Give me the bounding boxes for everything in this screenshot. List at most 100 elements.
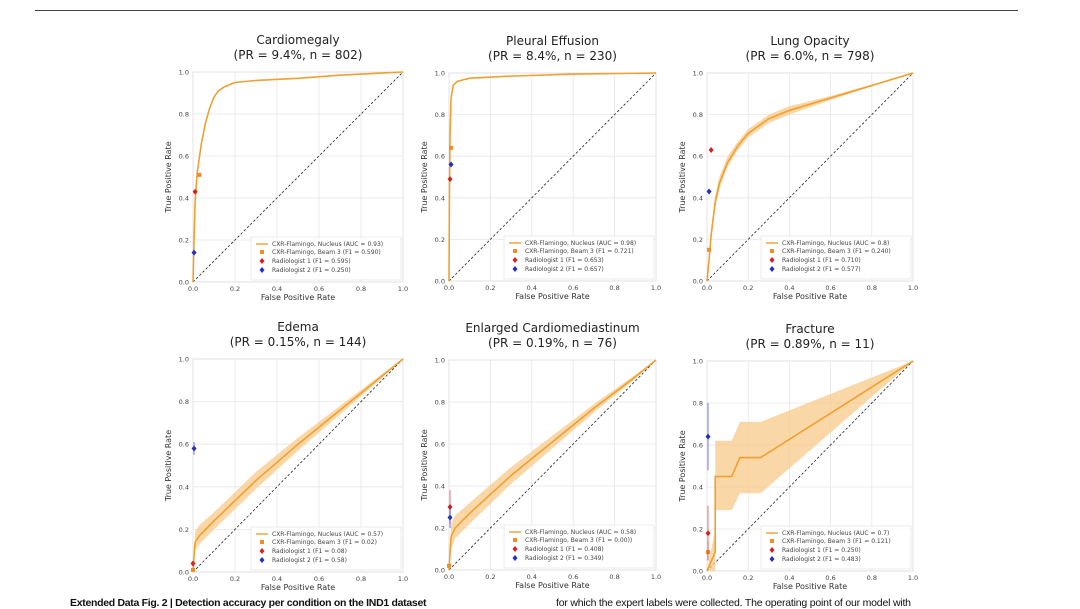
y-tick-label: 1.0 [435,70,445,78]
legend-label: Radiologist 2 (F1 = 0.483) [782,556,861,563]
chart-subtitle: (PR = 8.4%, n = 230) [488,49,617,63]
legend-label: Radiologist 2 (F1 = 0.657) [525,266,604,273]
header-rule [35,10,1018,11]
radiologist2-point [705,433,711,440]
legend-label: Radiologist 1 (F1 = 0.250) [782,547,861,554]
y-tick-label: 0.6 [693,442,703,450]
legend: CXR-Flamingo, Nucleus (AUC = 0.7)CXR-Fla… [760,525,912,570]
y-tick-label: 0.8 [435,399,445,407]
legend-box [760,235,912,280]
y-tick-label: 0.2 [435,525,445,533]
radiologist2-point [448,161,454,168]
legend-label: CXR-Flamingo, Nucleus (AUC = 0.7) [782,530,889,537]
legend-box [250,236,402,281]
x-tick-label: 0.6 [825,574,835,582]
roc-curve [192,358,404,573]
x-tick-label: 0.2 [485,573,495,581]
y-tick-label: 0.4 [179,195,189,203]
legend-radiologist1-swatch [259,548,265,554]
legend-box [503,524,655,569]
x-tick-label: 0.4 [784,574,794,582]
y-tick-label: 0.2 [435,236,445,244]
beam-point [197,172,202,177]
roc-curve [706,72,914,282]
figure-caption-title: Extended Data Fig. 2 | Detection accurac… [70,597,427,609]
x-tick-label: 0.0 [188,575,198,583]
legend-beam-swatch [260,250,264,254]
y-tick-label: 1.0 [693,70,703,78]
beam-point [191,567,195,572]
chart-title: Cardiomegaly [256,33,339,47]
y-tick-label: 0.8 [179,111,189,119]
y-tick-label: 0.2 [693,526,703,534]
legend-label: Radiologist 2 (F1 = 0.349) [525,555,604,562]
legend-label: CXR-Flamingo, Nucleus (AUC = 0.57) [272,531,383,538]
y-tick-label: 1.0 [693,358,703,366]
legend-label: CXR-Flamingo, Beam 3 (F1 = 0.240) [782,248,891,255]
chart-subtitle: (PR = 6.0%, n = 798) [746,49,875,63]
x-tick-label: 0.0 [444,573,454,581]
y-tick-label: 0.0 [693,568,703,576]
y-tick-label: 1.0 [179,356,189,364]
chance-diagonal [706,72,914,282]
chart-title: Enlarged Cardiomediastinum [465,321,639,335]
x-tick-label: 0.4 [272,285,282,293]
chart-title: Fracture [785,322,834,336]
x-tick-label: 0.6 [568,284,578,292]
legend-radiologist2-swatch [512,266,518,272]
x-tick-label: 0.8 [867,574,877,582]
radiologist1-point [447,176,453,183]
chart-subtitle: (PR = 0.89%, n = 11) [746,337,875,351]
legend-box [760,525,912,570]
x-tick-label: 0.4 [527,284,537,292]
x-tick-label: 0.8 [609,284,619,292]
x-tick-label: 0.0 [702,574,712,582]
y-tick-label: 0.4 [435,483,445,491]
x-tick-label: 0.0 [444,284,454,292]
x-tick-label: 1.0 [908,574,918,582]
legend-radiologist2-swatch [769,556,775,562]
x-tick-label: 1.0 [398,575,408,583]
y-tick-label: 0.0 [693,278,703,286]
x-tick-label: 0.4 [784,284,794,292]
y-tick-label: 1.0 [435,357,445,365]
roc-curve [706,360,914,572]
legend: CXR-Flamingo, Nucleus (AUC = 0.58)CXR-Fl… [503,524,655,569]
chart-subtitle: (PR = 9.4%, n = 802) [234,48,363,62]
legend-label: Radiologist 1 (F1 = 0.08) [272,548,347,555]
y-axis-label: True Positive Rate [164,141,173,213]
roc-chart-edema: 0.00.0 0.2 0.2 0.4 0.4 0.6 0.6 0.8 0.8 1.0 1.0 Edem… [164,320,408,592]
chart-subtitle: (PR = 0.19%, n = 76) [488,336,617,350]
x-tick-label: 1.0 [651,284,661,292]
y-axis-label: True Positive Rate [420,429,429,501]
chance-diagonal [192,358,404,573]
legend-radiologist1-swatch [512,546,518,552]
x-tick-label: 0.4 [527,573,537,581]
x-tick-label: 0.2 [743,574,753,582]
x-tick-label: 0.2 [743,284,753,292]
radiologist2-point [191,445,197,452]
legend: CXR-Flamingo, Nucleus (AUC = 0.57)CXR-Fl… [250,526,402,571]
roc-chart-lung-opacity: 0.00.0 0.2 0.2 0.4 0.4 0.6 0.6 0.8 0.8 1.0 1.0 Lung… [678,34,918,301]
legend-label: CXR-Flamingo, Beam 3 (F1 = 0.00)) [525,537,632,544]
y-tick-label: 0.6 [435,441,445,449]
y-tick-label: 0.2 [179,237,189,245]
y-tick-label: 0.6 [693,153,703,161]
legend-label: CXR-Flamingo, Nucleus (AUC = 0.58) [525,529,636,536]
x-tick-label: 0.4 [272,575,282,583]
legend-radiologist2-swatch [259,557,265,563]
legend-label: Radiologist 2 (F1 = 0.250) [272,267,351,274]
x-tick-label: 0.6 [314,575,324,583]
roc-curve [448,359,657,571]
roc-chart-pleural-effusion: 0.00.0 0.2 0.2 0.4 0.4 0.6 0.6 0.8 0.8 1.0 1.0 Pleu… [420,34,661,301]
y-tick-label: 0.8 [693,111,703,119]
legend-box [250,526,402,571]
y-tick-label: 0.0 [435,278,445,286]
y-tick-label: 0.8 [693,400,703,408]
chart-title: Lung Opacity [770,34,849,48]
x-tick-label: 0.2 [485,284,495,292]
legend: CXR-Flamingo, Nucleus (AUC = 0.8)CXR-Fla… [760,235,912,280]
x-tick-label: 0.2 [230,575,240,583]
x-tick-label: 0.2 [230,285,240,293]
